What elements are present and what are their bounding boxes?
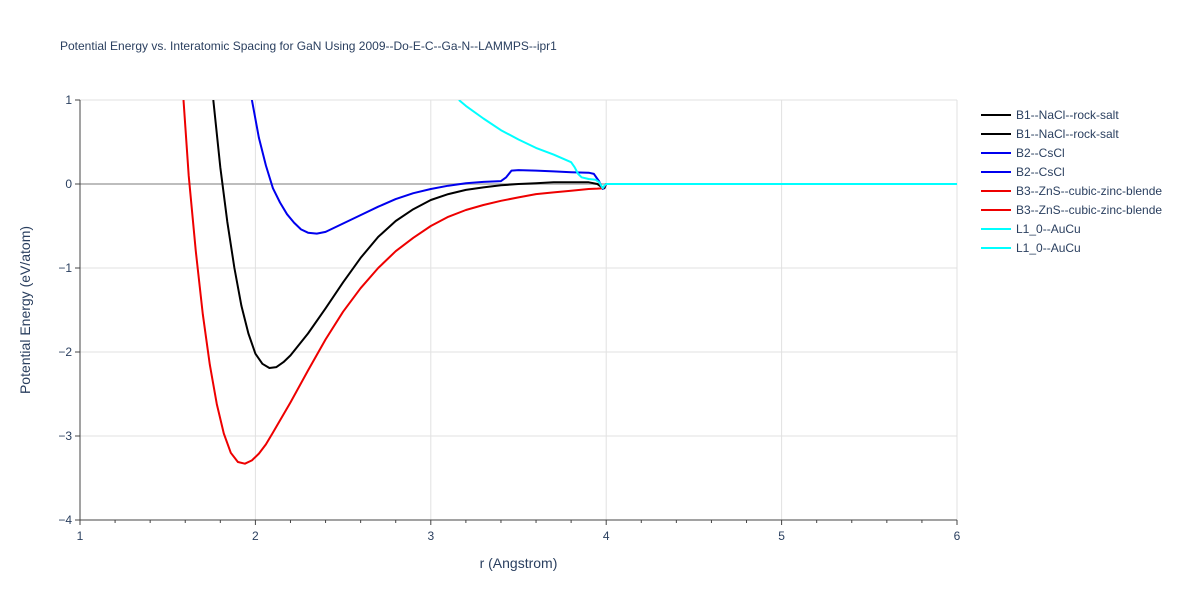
grid-layer [80,99,958,520]
x-tick-label: 2 [252,529,259,543]
legend-label: B1--NaCl--rock-salt [1016,127,1119,141]
series-line-0 [212,100,957,369]
legend-item[interactable]: B2--CsCl [981,165,1065,179]
legend-label: B2--CsCl [1016,165,1065,179]
series-line-2 [250,100,957,235]
legend-label: L1_0--AuCu [1016,241,1081,255]
legend-label: B2--CsCl [1016,146,1065,160]
legend-item[interactable]: L1_0--AuCu [981,241,1081,255]
series-layer [182,100,957,465]
legend-item[interactable]: B3--ZnS--cubic-zinc-blende [981,184,1162,198]
legend-item[interactable]: B1--NaCl--rock-salt [981,108,1119,122]
x-tick-label: 4 [603,529,610,543]
y-tick-label: −3 [58,429,72,443]
y-tick-labels: −4 −3 −2 −1 0 1 [58,93,72,527]
y-tick-label: −2 [58,345,72,359]
y-tick-label: −1 [58,261,72,275]
legend-label: B3--ZnS--cubic-zinc-blende [1016,203,1162,217]
legend-item[interactable]: B2--CsCl [981,146,1065,160]
y-tick-label: −4 [58,513,72,527]
x-axis-title: r (Angstrom) [480,555,558,571]
legend-label: B1--NaCl--rock-salt [1016,108,1119,122]
legend-label: L1_0--AuCu [1016,222,1081,236]
x-tick-label: 5 [778,529,785,543]
x-tick-labels: 1 2 3 4 5 6 [77,529,961,543]
legend: B1--NaCl--rock-salt B1--NaCl--rock-salt B2… [981,108,1162,255]
legend-label: B3--ZnS--cubic-zinc-blende [1016,184,1162,198]
series-line-4 [182,100,957,465]
chart-title: Potential Energy vs. Interatomic Spacing… [60,39,557,53]
y-tick-label: 1 [65,93,72,107]
legend-item[interactable]: B1--NaCl--rock-salt [981,127,1119,141]
legend-item[interactable]: B3--ZnS--cubic-zinc-blende [981,203,1162,217]
y-tick-label: 0 [65,177,72,191]
legend-item[interactable]: L1_0--AuCu [981,222,1081,236]
series-line-6 [458,100,957,190]
x-tick-label: 6 [954,529,961,543]
y-axis-title: Potential Energy (eV/atom) [17,226,33,394]
x-tick-label: 1 [77,529,84,543]
x-tick-label: 3 [427,529,434,543]
axis-layer [75,99,958,525]
